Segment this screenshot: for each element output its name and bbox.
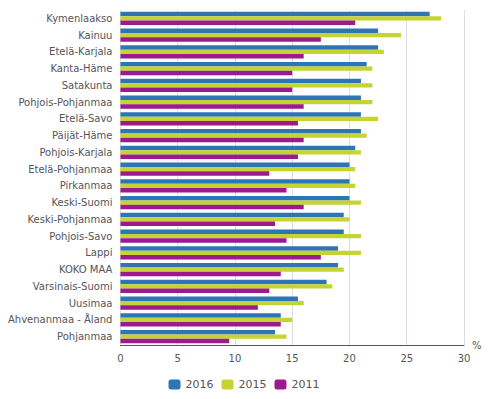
svg-text:25: 25	[400, 353, 413, 364]
svg-text:30: 30	[458, 353, 471, 364]
svg-text:2011: 2011	[291, 378, 319, 391]
svg-text:Kymenlaakso: Kymenlaakso	[46, 13, 112, 24]
svg-text:Keski-Pohjanmaa: Keski-Pohjanmaa	[27, 214, 112, 225]
svg-text:20: 20	[343, 353, 356, 364]
svg-text:Ahvenanmaa - Åland: Ahvenanmaa - Åland	[8, 313, 112, 325]
svg-text:Lappi: Lappi	[85, 247, 112, 258]
svg-text:KOKO MAA: KOKO MAA	[59, 264, 113, 275]
svg-text:Pohjois-Pohjanmaa: Pohjois-Pohjanmaa	[18, 97, 112, 108]
svg-text:Kanta-Häme: Kanta-Häme	[50, 63, 112, 74]
svg-text:Kainuu: Kainuu	[78, 30, 112, 41]
svg-text:0: 0	[117, 353, 123, 364]
svg-text:10: 10	[229, 353, 242, 364]
svg-text:Keski-Suomi: Keski-Suomi	[52, 197, 113, 208]
svg-text:Etelä-Pohjanmaa: Etelä-Pohjanmaa	[28, 164, 112, 175]
svg-text:Pirkanmaa: Pirkanmaa	[60, 180, 113, 191]
svg-text:Etelä-Savo: Etelä-Savo	[59, 113, 112, 124]
svg-text:Pohjanmaa: Pohjanmaa	[57, 331, 112, 342]
svg-text:Varsinais-Suomi: Varsinais-Suomi	[33, 281, 113, 292]
svg-text:Pohjois-Karjala: Pohjois-Karjala	[39, 147, 112, 158]
svg-text:2015: 2015	[239, 378, 267, 391]
svg-text:2016: 2016	[186, 378, 214, 391]
svg-text:5: 5	[175, 353, 181, 364]
svg-text:Uusimaa: Uusimaa	[69, 298, 113, 309]
svg-text:15: 15	[286, 353, 299, 364]
svg-text:%: %	[472, 340, 482, 351]
svg-text:Satakunta: Satakunta	[62, 80, 113, 91]
svg-text:Etelä-Karjala: Etelä-Karjala	[49, 46, 112, 57]
svg-text:Pohjois-Savo: Pohjois-Savo	[49, 231, 112, 242]
svg-text:Päijät-Häme: Päijät-Häme	[52, 130, 112, 141]
